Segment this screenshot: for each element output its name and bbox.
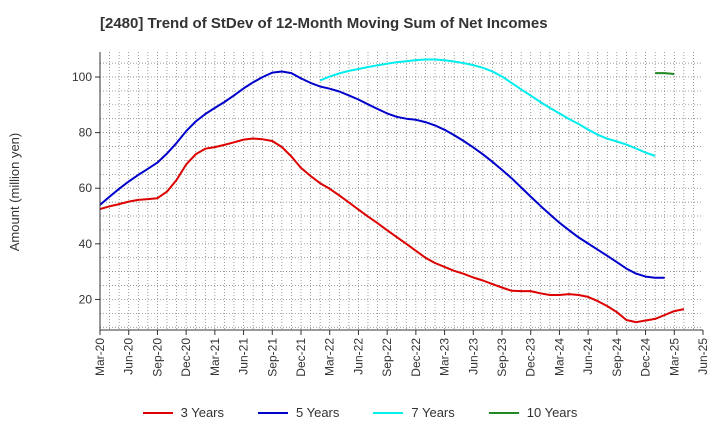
legend-label: 10 Years [526, 405, 578, 420]
y-tick-label: 20 [79, 292, 93, 306]
legend-label: 5 Years [296, 405, 340, 420]
x-tick-label: Mar-24 [552, 338, 566, 376]
x-tick-label: Mar-22 [323, 338, 337, 376]
x-tick-label: Jun-21 [237, 338, 251, 375]
x-tick-label: Dec-23 [524, 338, 538, 377]
x-tick-label: Dec-20 [179, 338, 193, 377]
chart-title: [2480] Trend of StDev of 12-Month Moving… [100, 15, 548, 32]
legend-label: 7 Years [411, 405, 455, 420]
legend-item-5-years: 5 Years [258, 405, 339, 420]
x-tick-label: Jun-25 [696, 338, 710, 375]
legend-swatch [488, 411, 519, 414]
y-tick-label: 60 [79, 181, 93, 195]
series-line-7-years [319, 58, 656, 157]
x-tick-label: Dec-24 [639, 338, 653, 377]
x-tick-label: Jun-24 [581, 338, 595, 375]
legend-label: 3 Years [180, 405, 224, 420]
legend-item-10-years: 10 Years [488, 405, 578, 420]
x-tick-label: Sep-22 [380, 338, 394, 377]
x-tick-label: Mar-21 [208, 338, 222, 376]
y-tick-label: 80 [79, 126, 93, 140]
x-tick-label: Jun-22 [351, 338, 365, 375]
series-lines [99, 58, 685, 324]
x-tick-label: Mar-20 [93, 338, 107, 376]
series-line-5-years [99, 70, 665, 279]
x-tick-label: Sep-24 [610, 338, 624, 377]
plot-area [100, 52, 703, 330]
y-tick-label: 40 [79, 237, 93, 251]
grid [100, 52, 703, 330]
y-axis-label: Amount (million yen) [7, 133, 22, 252]
legend-swatch [258, 411, 288, 414]
legend-swatch [142, 411, 173, 414]
y-tick-label: 100 [72, 70, 92, 84]
legend-item-7-years: 7 Years [373, 405, 455, 420]
x-tick-label: Sep-20 [150, 338, 164, 377]
series-line-3-years [99, 137, 685, 324]
x-tick-label: Jun-20 [122, 338, 136, 375]
legend-swatch [373, 411, 404, 414]
series-line-10-years [655, 72, 675, 75]
x-tick-label: Dec-22 [409, 338, 423, 377]
x-tick-label: Jun-23 [466, 338, 480, 375]
x-tick-label: Mar-23 [438, 338, 452, 376]
x-tick-label: Sep-23 [495, 338, 509, 377]
x-tick-label: Sep-21 [265, 338, 279, 377]
legend: 3 Years 5 Years 7 Years 10 Years [0, 405, 720, 420]
x-tick-label: Mar-25 [667, 338, 681, 376]
x-tick-label: Dec-21 [294, 338, 308, 377]
legend-item-3-years: 3 Years [142, 405, 224, 420]
axes: 20 40 60 80 100 Mar-20 Jun-20 Sep-20 Dec-20 Mar-2… [72, 52, 710, 377]
